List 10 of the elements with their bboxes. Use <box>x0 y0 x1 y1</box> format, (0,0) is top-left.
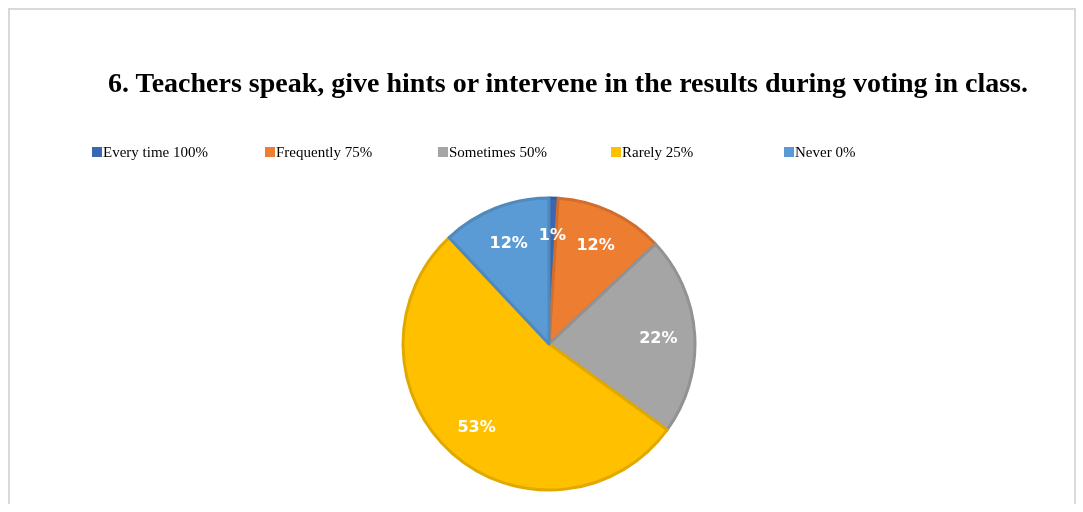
legend-label: Rarely 25% <box>622 144 694 160</box>
legend-label: Never 0% <box>795 144 856 160</box>
chart-title: 6. Teachers speak, give hints or intervene in the results during voting in class. <box>108 67 1028 98</box>
legend-label: Frequently 75% <box>276 144 373 160</box>
data-label: 53% <box>457 416 496 436</box>
data-label: 12% <box>576 235 615 255</box>
data-label: 12% <box>489 232 528 252</box>
legend-label: Sometimes 50% <box>449 144 547 160</box>
data-label: 22% <box>639 327 678 347</box>
legend-label: Every time 100% <box>103 144 208 160</box>
